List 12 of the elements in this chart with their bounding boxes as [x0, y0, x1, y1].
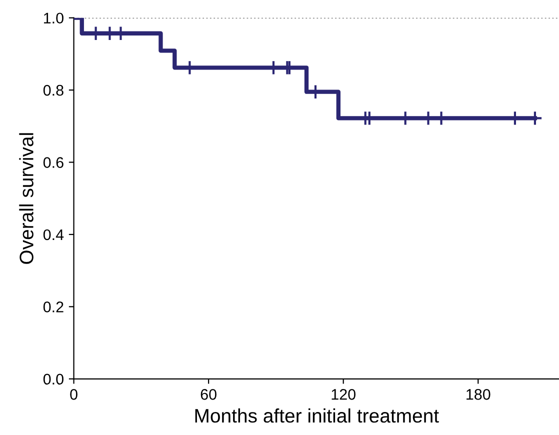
y-tick-label: 0.4 [43, 229, 64, 240]
x-tick-label: 180 [466, 389, 490, 400]
y-axis-title: Overall survival [19, 133, 34, 264]
x-axis-title: Months after initial treatment [195, 408, 439, 423]
y-tick-label: 0.2 [43, 302, 64, 312]
y-tick-label: 0.8 [43, 84, 64, 96]
y-tick-label: 1.0 [44, 12, 64, 24]
x-tick-label: 0 [70, 389, 78, 400]
y-tick-label: 0.6 [43, 157, 64, 168]
x-tick-label: 60 [200, 389, 216, 400]
y-tick-label: 0.0 [43, 374, 64, 385]
x-tick-label: 120 [332, 389, 356, 400]
